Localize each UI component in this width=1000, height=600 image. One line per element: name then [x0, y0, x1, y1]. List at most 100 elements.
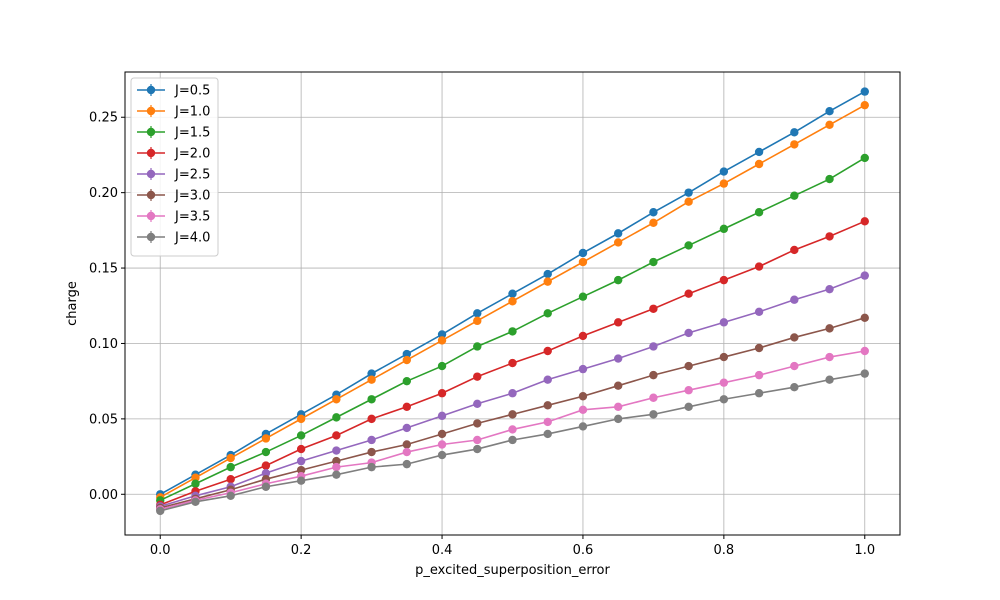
- data-point: [402, 402, 412, 412]
- x-tick-label: 0.8: [714, 543, 735, 558]
- x-tick-label: 0.4: [432, 543, 453, 558]
- grid: [125, 72, 900, 535]
- legend-item: J=0.5: [137, 84, 210, 99]
- data-point: [367, 414, 376, 424]
- data-point: [649, 393, 658, 402]
- data-point: [719, 318, 729, 327]
- data-point: [578, 257, 588, 267]
- data-point: [191, 473, 200, 482]
- data-point: [226, 491, 235, 500]
- data-point: [402, 447, 412, 457]
- data-point: [613, 402, 623, 412]
- data-point: [649, 304, 658, 313]
- data-point: [860, 369, 869, 378]
- data-point: [437, 330, 447, 339]
- data-point: [543, 309, 552, 318]
- data-point: [508, 358, 517, 368]
- legend-item: J=4.0: [137, 231, 210, 246]
- legend-item: J=3.5: [137, 210, 210, 225]
- data-point: [684, 289, 693, 298]
- data-point: [191, 497, 200, 507]
- data-point: [296, 414, 306, 424]
- data-point: [754, 147, 764, 157]
- data-point: [156, 506, 165, 516]
- data-point: [578, 248, 588, 258]
- data-point: [543, 401, 552, 410]
- x-tick-label: 1.0: [854, 543, 875, 558]
- data-point: [684, 188, 693, 197]
- data-point: [402, 423, 412, 433]
- legend-marker: [146, 85, 156, 95]
- legend-item: J=2.0: [137, 147, 210, 162]
- legend-marker: [146, 127, 156, 137]
- data-point: [649, 218, 658, 228]
- data-point: [860, 271, 869, 280]
- data-point: [860, 217, 869, 226]
- series-J=4.0: [156, 369, 869, 516]
- data-point: [191, 479, 200, 488]
- y-tick-label: 0.00: [89, 488, 118, 503]
- data-point: [367, 462, 376, 472]
- data-point: [860, 346, 869, 356]
- legend-marker: [146, 106, 156, 116]
- data-point: [226, 474, 235, 484]
- y-tick-label: 0.05: [89, 412, 118, 427]
- data-point: [261, 434, 271, 443]
- data-point: [437, 389, 447, 398]
- data-point: [684, 386, 693, 395]
- legend-marker: [146, 232, 156, 242]
- data-point: [473, 399, 482, 408]
- data-point: [508, 297, 517, 306]
- data-point: [332, 395, 341, 404]
- data-point: [296, 456, 306, 466]
- axis-ticks: 0.0 0.2 0.4 0.6 0.8 1.0 0.00 0.05 0.10 0.15 0.20 0.…: [89, 111, 875, 558]
- data-point: [473, 419, 482, 428]
- data-point: [754, 343, 764, 353]
- data-point: [649, 370, 658, 380]
- legend-marker: [146, 190, 156, 200]
- data-point: [860, 313, 869, 323]
- y-tick-label: 0.10: [89, 337, 118, 352]
- data-point: [613, 318, 623, 327]
- data-point: [754, 370, 764, 380]
- legend-marker: [146, 169, 156, 179]
- data-point: [578, 405, 588, 415]
- data-point: [860, 100, 869, 110]
- data-point: [508, 389, 517, 398]
- data-point: [543, 269, 552, 279]
- data-point: [613, 229, 623, 238]
- data-point: [332, 462, 341, 472]
- legend-item: J=1.0: [137, 105, 210, 120]
- data-point: [473, 444, 482, 454]
- data-point: [543, 375, 552, 384]
- data-point: [332, 470, 341, 479]
- data-point: [367, 435, 376, 445]
- data-point: [402, 459, 412, 469]
- data-point: [367, 375, 376, 384]
- data-point: [332, 431, 341, 440]
- data-point: [790, 191, 799, 200]
- data-point: [437, 440, 447, 449]
- data-point: [649, 410, 658, 419]
- legend-marker: [146, 211, 156, 221]
- data-point: [296, 444, 306, 454]
- data-point: [754, 307, 764, 316]
- legend-label: J=2.5: [174, 168, 210, 183]
- data-point: [790, 295, 799, 304]
- data-point: [367, 447, 376, 457]
- series-layer: [156, 87, 869, 516]
- data-point: [790, 245, 799, 255]
- data-point: [437, 411, 447, 421]
- data-point: [719, 395, 729, 404]
- y-axis-label: charge: [65, 281, 80, 326]
- data-point: [578, 364, 588, 374]
- data-point: [402, 355, 412, 365]
- data-point: [473, 435, 482, 445]
- data-point: [473, 309, 482, 318]
- data-point: [508, 327, 517, 336]
- data-point: [578, 331, 588, 341]
- data-point: [649, 342, 658, 351]
- data-point: [261, 447, 271, 457]
- data-point: [437, 336, 447, 345]
